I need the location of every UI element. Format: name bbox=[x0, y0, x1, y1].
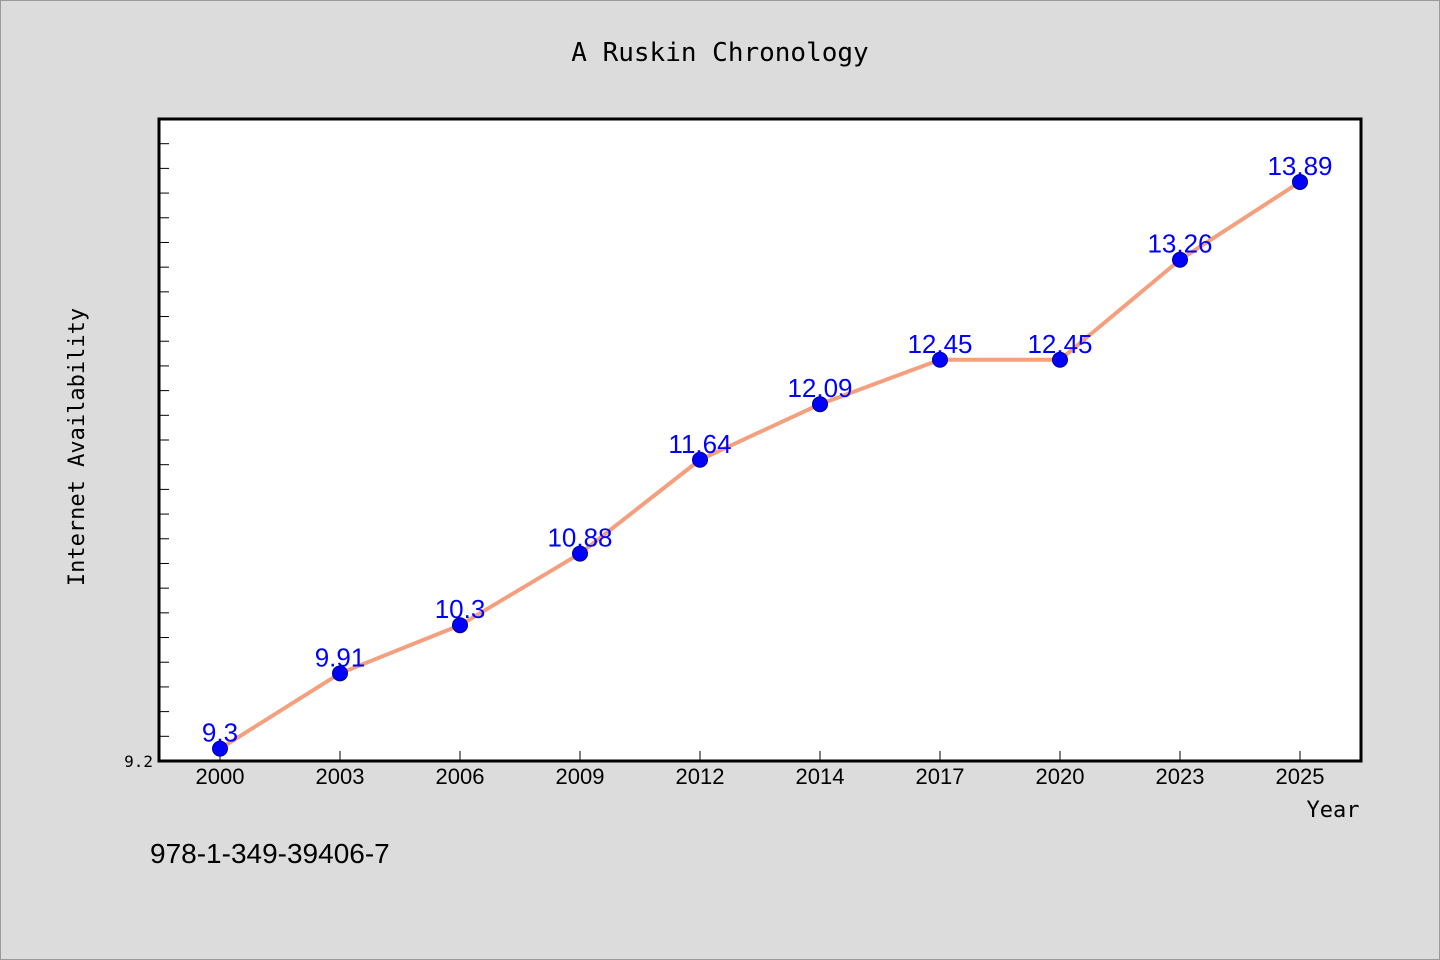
x-tick-label: 2023 bbox=[1156, 764, 1205, 789]
data-label: 12.09 bbox=[787, 373, 852, 403]
isbn-text: 978-1-349-39406-7 bbox=[150, 838, 390, 869]
data-point bbox=[812, 396, 828, 413]
data-markers bbox=[212, 173, 1308, 757]
data-label: 9.91 bbox=[315, 642, 366, 672]
x-tick-label: 2009 bbox=[556, 764, 605, 789]
data-point bbox=[932, 351, 948, 368]
data-label: 9.3 bbox=[202, 718, 238, 748]
plot-area bbox=[157, 117, 1363, 763]
data-label: 13.26 bbox=[1147, 229, 1212, 259]
data-labels: 9.3 9.91 10.3 10.88 11.64 12.09 12.45 12.45 13.2… bbox=[202, 151, 1333, 748]
data-point bbox=[572, 545, 588, 562]
y-axis-tick-labels: 9.2 bbox=[124, 752, 153, 771]
data-point bbox=[692, 451, 708, 468]
data-label: 10.3 bbox=[435, 594, 486, 624]
x-axis-label: Year bbox=[1307, 798, 1360, 823]
data-point bbox=[332, 665, 348, 682]
x-tick-label: 2020 bbox=[1036, 764, 1085, 789]
x-tick-label: 2006 bbox=[436, 764, 485, 789]
series-line bbox=[218, 179, 1302, 751]
x-tick-label: 2025 bbox=[1276, 764, 1325, 789]
data-point bbox=[452, 617, 468, 634]
data-label: 10.88 bbox=[547, 523, 612, 553]
y-axis-ticks bbox=[159, 118, 169, 762]
data-label: 12.45 bbox=[1027, 329, 1092, 359]
data-label: 12.45 bbox=[907, 329, 972, 359]
chart-title: A Ruskin Chronology bbox=[571, 38, 868, 68]
data-point bbox=[1052, 351, 1068, 368]
data-label: 13.89 bbox=[1267, 151, 1332, 181]
data-label: 11.64 bbox=[668, 429, 731, 459]
x-tick-label: 2000 bbox=[196, 764, 245, 789]
x-axis-ticks bbox=[219, 751, 1301, 761]
x-tick-label: 2012 bbox=[676, 764, 725, 789]
data-point bbox=[212, 740, 228, 757]
y-tick-label: 9.2 bbox=[124, 752, 153, 771]
data-point bbox=[1172, 251, 1188, 268]
x-tick-label: 2003 bbox=[316, 764, 365, 789]
data-point bbox=[1292, 173, 1308, 190]
x-axis-tick-labels: 2000 2003 2006 2009 2012 2014 2017 2020 2023 2025 bbox=[196, 764, 1325, 789]
y-axis-label: Internet Availability bbox=[65, 308, 90, 586]
x-tick-label: 2014 bbox=[796, 764, 845, 789]
x-tick-label: 2017 bbox=[916, 764, 965, 789]
